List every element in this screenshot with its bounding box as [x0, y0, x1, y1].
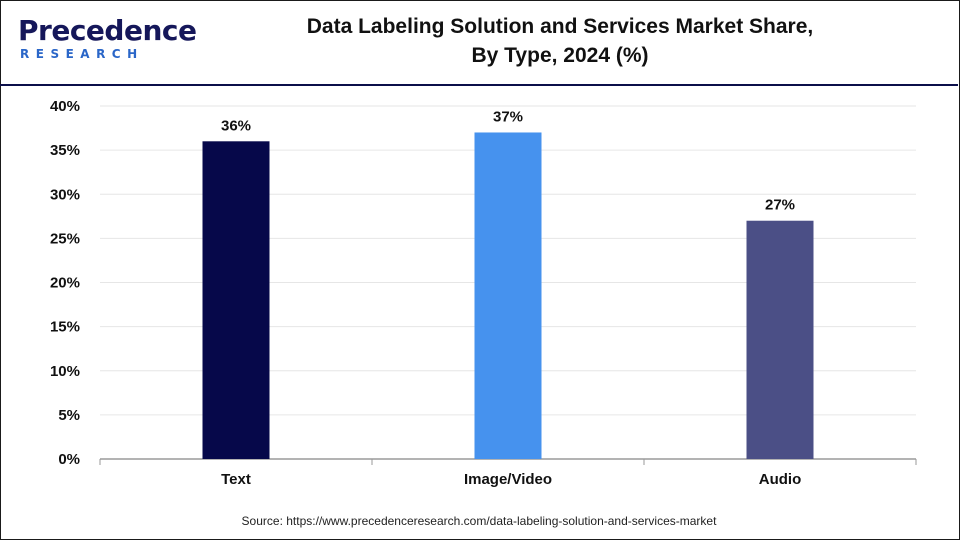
y-tick-label: 25% — [50, 230, 80, 247]
y-tick-label: 35% — [50, 142, 80, 159]
x-tick-label: Text — [221, 471, 251, 488]
header-divider — [0, 84, 958, 86]
chart-title: Data Labeling Solution and Services Mark… — [180, 12, 940, 70]
data-label: 36% — [221, 117, 251, 134]
y-tick-label: 15% — [50, 319, 80, 336]
bar — [202, 141, 270, 460]
data-label: 27% — [765, 197, 795, 214]
header: Precedence RESEARCH Data Labeling Soluti… — [0, 0, 958, 84]
data-label: 37% — [493, 108, 523, 125]
x-tick-label: Audio — [759, 471, 802, 488]
y-tick-label: 30% — [50, 186, 80, 203]
y-tick-label: 20% — [50, 275, 80, 292]
chart-title-line-2: By Type, 2024 (%) — [471, 44, 649, 67]
y-tick-label: 10% — [50, 363, 80, 380]
bar — [746, 220, 814, 459]
chart-title-line-1: Data Labeling Solution and Services Mark… — [306, 15, 814, 38]
y-tick-label: 5% — [58, 407, 80, 424]
source-note: Source: https://www.precedenceresearch.c… — [241, 514, 717, 528]
y-tick-label: 40% — [50, 98, 80, 115]
logo-subtitle: RESEARCH — [20, 47, 144, 61]
bar — [474, 132, 542, 459]
x-tick-label: Image/Video — [464, 471, 552, 488]
precedence-research-logo: Precedence RESEARCH — [14, 14, 197, 70]
logo-wordmark: Precedence — [18, 14, 197, 47]
y-tick-label: 0% — [58, 451, 80, 468]
